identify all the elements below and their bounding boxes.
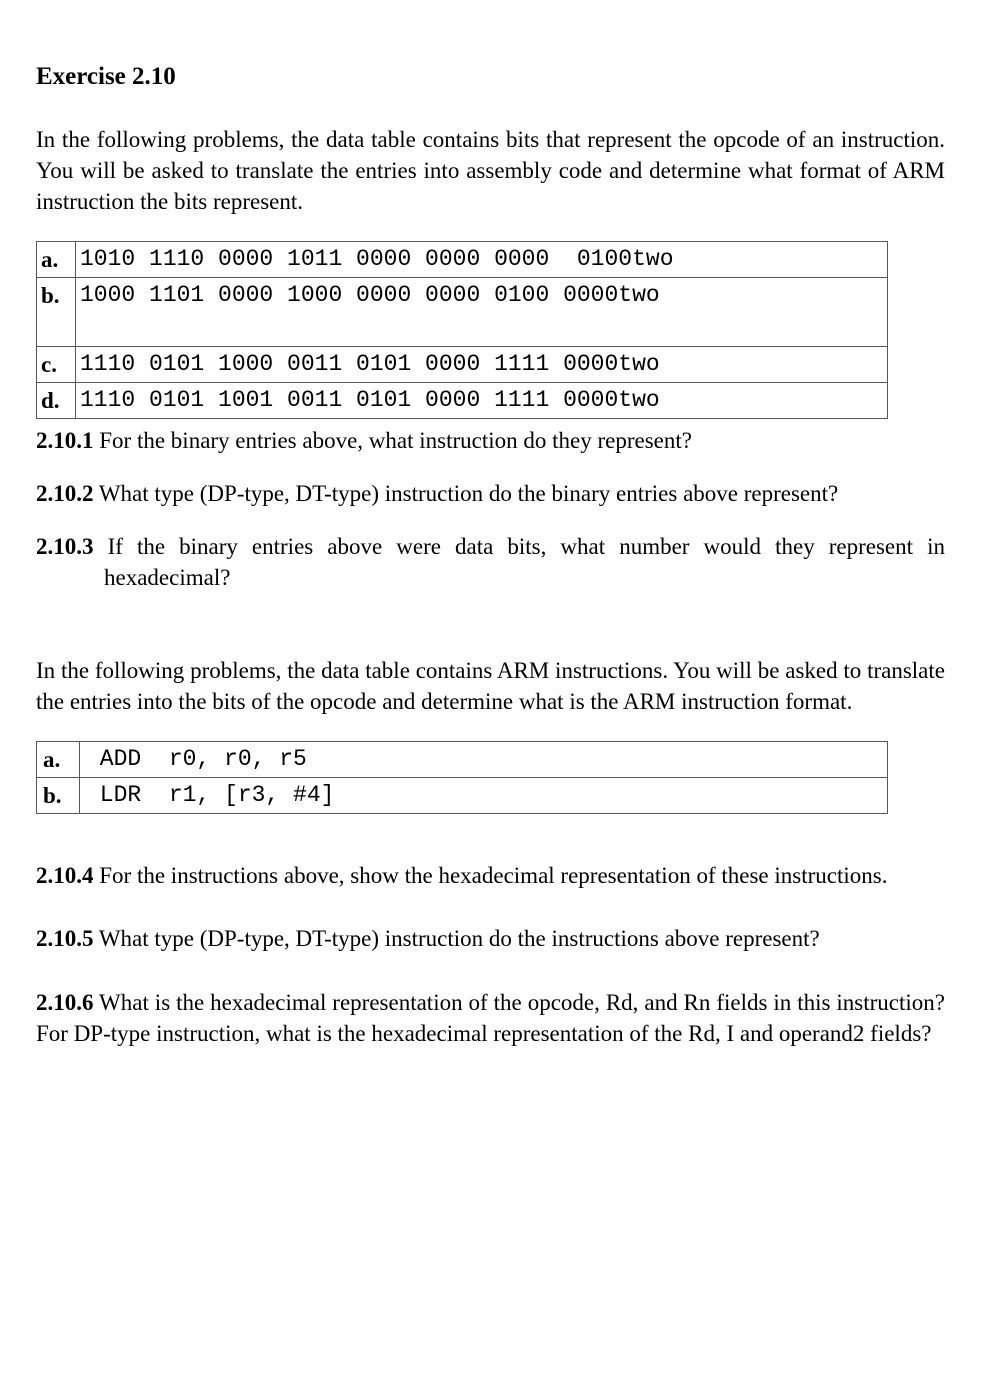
question-2-10-1: 2.10.1 For the binary entries above, wha… [36,425,945,456]
spacer [36,615,945,655]
question-2-10-2: 2.10.2 What type (DP-type, DT-type) inst… [36,478,945,509]
question-number: 2.10.5 [36,926,94,951]
opcode-table-1: a. 1010 1110 0000 1011 0000 0000 0000 01… [36,241,888,419]
spacer [36,977,945,987]
row-label: c. [37,346,76,382]
row-label: d. [37,382,76,418]
row-code: 1000 1101 0000 1000 0000 0000 0100 0000t… [76,277,888,346]
question-text: For the binary entries above, what instr… [94,428,692,453]
question-text: What type (DP-type, DT-type) instruction… [94,926,820,951]
question-text: For the instructions above, show the hex… [94,863,888,888]
question-number: 2.10.3 [36,534,94,559]
row-code: ADD r0, r0, r5 [80,742,888,778]
instruction-table-2: a. ADD r0, r0, r5 b. LDR r1, [r3, #4] [36,741,888,814]
row-label: a. [37,742,80,778]
question-text: If the binary entries above were data bi… [94,534,946,590]
question-2-10-6: 2.10.6 What is the hexadecimal represent… [36,987,945,1049]
row-code: 1110 0101 1001 0011 0101 0000 1111 0000t… [76,382,888,418]
spacer [36,913,945,923]
question-number: 2.10.2 [36,481,94,506]
question-text: What type (DP-type, DT-type) instruction… [94,481,839,506]
question-number: 2.10.4 [36,863,94,888]
row-code: 1010 1110 0000 1011 0000 0000 0000 0100t… [76,241,888,277]
table-row: a. 1010 1110 0000 1011 0000 0000 0000 01… [37,241,888,277]
row-label: b. [37,778,80,814]
row-code: LDR r1, [r3, #4] [80,778,888,814]
intro-paragraph-1: In the following problems, the data tabl… [36,124,945,217]
table-row: c. 1110 0101 1000 0011 0101 0000 1111 00… [37,346,888,382]
question-2-10-3: 2.10.3 If the binary entries above were … [36,531,945,593]
question-2-10-5: 2.10.5 What type (DP-type, DT-type) inst… [36,923,945,954]
question-number: 2.10.1 [36,428,94,453]
table-row: b. LDR r1, [r3, #4] [37,778,888,814]
row-code: 1110 0101 1000 0011 0101 0000 1111 0000t… [76,346,888,382]
intro-paragraph-2: In the following problems, the data tabl… [36,655,945,717]
table-row: d. 1110 0101 1001 0011 0101 0000 1111 00… [37,382,888,418]
table-row: a. ADD r0, r0, r5 [37,742,888,778]
question-number: 2.10.6 [36,990,94,1015]
question-2-10-4: 2.10.4 For the instructions above, show … [36,860,945,891]
table-row: b. 1000 1101 0000 1000 0000 0000 0100 00… [37,277,888,346]
exercise-heading: Exercise 2.10 [36,60,945,94]
spacer [36,820,945,860]
row-label: b. [37,277,76,346]
question-text: What is the hexadecimal representation o… [36,990,945,1046]
row-label: a. [37,241,76,277]
